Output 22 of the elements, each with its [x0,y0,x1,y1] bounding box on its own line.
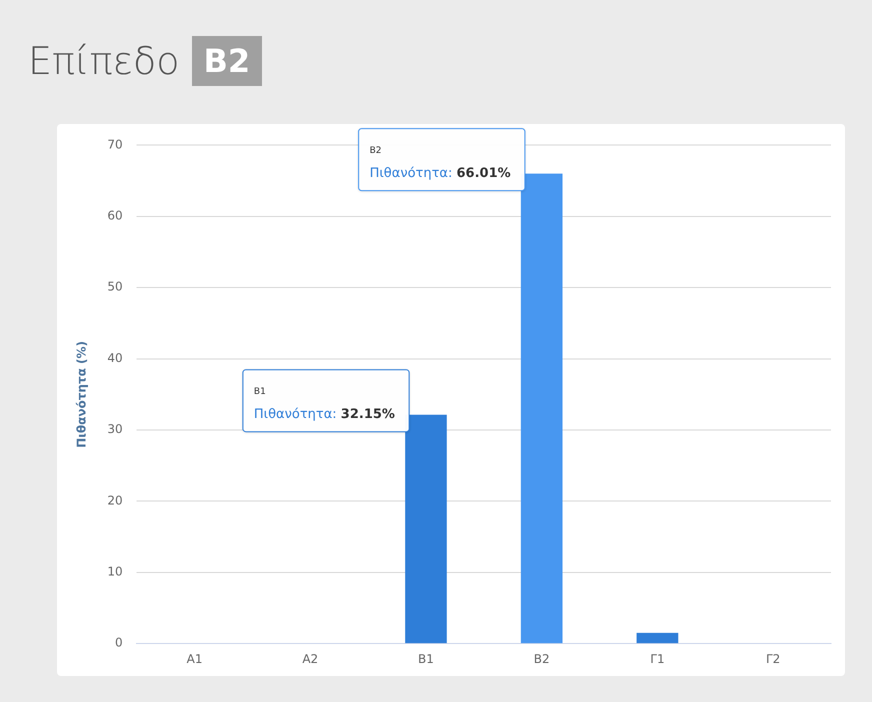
chart-subtitle: B2 [370,146,382,156]
y-tick-label: 10 [107,564,123,579]
x-tick-label: A2 [302,652,318,666]
x-tick-label: B2 [534,652,550,666]
x-tick-label: B1 [418,652,434,666]
x-tick-label: Γ2 [766,652,780,666]
bar [636,632,678,644]
category-label: B1 [254,387,266,398]
y-tick-label: 0 [115,636,123,650]
annotation: Πιθανότητα: 32.15% [254,407,395,422]
annotation: Πιθανότητα: 66.01% [370,166,511,181]
y-tick-label: 50 [107,280,123,294]
x-tick-label: Γ1 [650,652,665,666]
x-tick-label: A1 [186,652,202,666]
y-tick-label: 20 [107,493,123,508]
text: B2 [204,42,250,80]
y-tick-label: 70 [107,137,123,152]
chart-title: Επίπεδο [28,39,180,83]
y-tick-label: 40 [107,350,123,365]
y-tick-label: 60 [107,208,123,223]
y-axis-title: Πιθανότητα (%) [74,340,88,448]
y-tick-label: 30 [107,422,123,436]
